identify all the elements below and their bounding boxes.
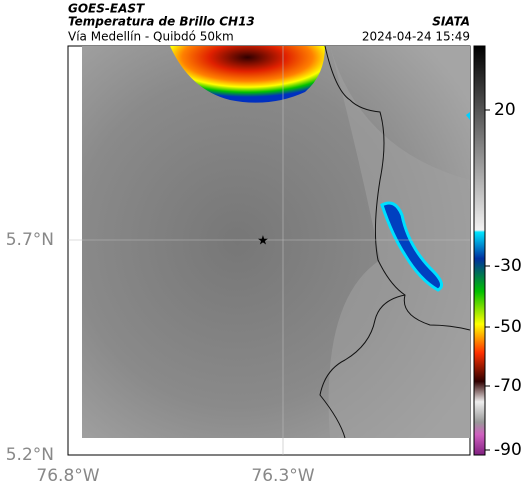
cold-spot bbox=[466, 112, 470, 120]
title: Temperatura de Brillo CH13 bbox=[68, 15, 255, 29]
product: GOES-EAST bbox=[68, 2, 145, 16]
cloud-top bbox=[170, 46, 325, 103]
city-marker: ★ bbox=[257, 234, 269, 249]
cold-cloud bbox=[380, 201, 444, 292]
lon-label: 76.8°W bbox=[36, 466, 99, 486]
colorbar-tick-label: -70 bbox=[494, 376, 522, 396]
colorbar-tick-label: 20 bbox=[494, 100, 516, 120]
subtitle: Vía Medellín - Quibdó 50km bbox=[68, 30, 234, 44]
colorbar-tick-label: -50 bbox=[494, 317, 522, 337]
lat-label: 5.2°N bbox=[6, 445, 54, 465]
source: SIATA bbox=[432, 15, 470, 29]
colorbar-ticks: 20 -30 -50 -70 -90 bbox=[485, 100, 522, 460]
border-line bbox=[324, 45, 471, 331]
colorbar-tick-label: -90 bbox=[494, 440, 522, 460]
colorbar-tick-label: -30 bbox=[494, 256, 522, 276]
timestamp: 2024-04-24 15:49 bbox=[362, 30, 470, 44]
lon-label: 76.3°W bbox=[251, 466, 314, 486]
colorbar bbox=[473, 45, 486, 456]
border-line bbox=[319, 294, 406, 439]
lat-label: 5.7°N bbox=[6, 230, 54, 250]
